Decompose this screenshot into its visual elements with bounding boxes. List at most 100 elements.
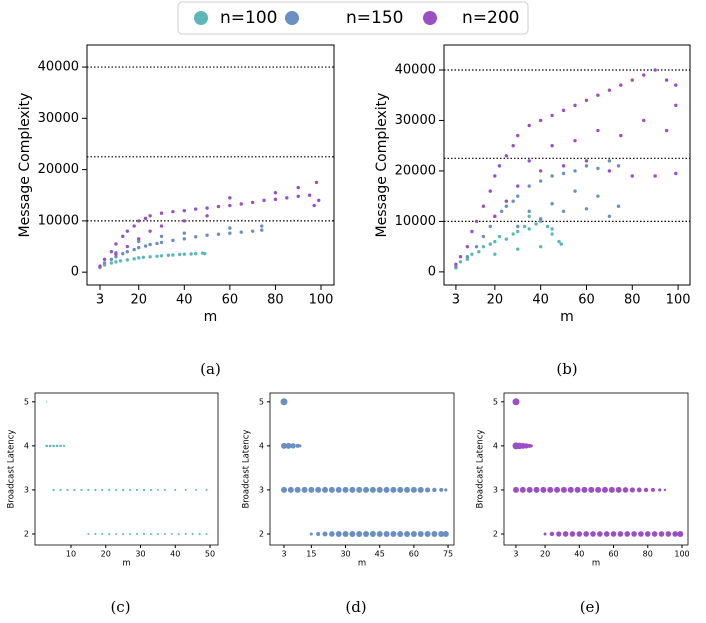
point (109, 249, 114, 254)
x-tick-label: 60 (222, 292, 239, 307)
point (470, 229, 474, 234)
point (596, 194, 600, 198)
y-tick-label: 40000 (38, 60, 79, 75)
point (527, 159, 531, 163)
point (45, 444, 48, 448)
point (533, 486, 540, 493)
point (390, 486, 397, 493)
point (650, 487, 655, 492)
point (184, 532, 187, 535)
x-tick-label: 30 (135, 550, 145, 559)
point (474, 219, 479, 224)
point (369, 530, 376, 537)
point (163, 488, 166, 491)
point (184, 488, 187, 491)
point (397, 530, 404, 537)
x-tick-label: 40 (170, 550, 180, 559)
point (643, 487, 649, 493)
point (474, 244, 479, 249)
y-tick-label: 10000 (38, 213, 79, 228)
point (511, 143, 515, 148)
point (125, 249, 130, 254)
point (538, 179, 543, 183)
point (619, 133, 623, 138)
point (228, 196, 232, 200)
point (178, 252, 182, 257)
point (195, 488, 198, 491)
point (356, 530, 363, 537)
point (630, 174, 634, 178)
point (308, 486, 315, 493)
point (519, 486, 526, 493)
axes-frame (34, 392, 219, 546)
point (137, 237, 141, 241)
point (109, 257, 114, 262)
point (581, 486, 588, 493)
point (329, 531, 335, 537)
point (335, 486, 342, 493)
x-tick-label: 20 (101, 550, 111, 559)
point (404, 486, 411, 493)
caption: (a) (200, 360, 221, 378)
axes-frame (269, 392, 455, 546)
point (424, 530, 431, 537)
point (653, 174, 657, 178)
point (260, 224, 264, 228)
point (616, 164, 621, 168)
point (125, 258, 130, 262)
point (584, 159, 589, 163)
point (349, 486, 356, 493)
point (561, 164, 566, 168)
point (273, 197, 278, 202)
y-tick-label: 30000 (38, 111, 79, 126)
point (137, 256, 141, 260)
point (290, 443, 296, 449)
point (149, 488, 153, 492)
x-tick-label: 60 (608, 550, 618, 559)
point (328, 486, 335, 493)
point (228, 203, 232, 208)
point (417, 486, 424, 493)
point (493, 214, 497, 219)
point (674, 171, 678, 176)
point (573, 138, 577, 143)
point (171, 253, 175, 257)
point (629, 487, 635, 493)
point (664, 128, 669, 133)
point (101, 532, 104, 535)
point (562, 531, 569, 537)
point (137, 239, 141, 244)
x-tick-label: 80 (643, 550, 653, 559)
point (458, 255, 463, 259)
y-tick-label: 3 (493, 485, 498, 494)
point (504, 154, 509, 158)
point (493, 239, 497, 244)
caption: (b) (556, 360, 577, 378)
legend-frame (177, 1, 529, 35)
point (516, 184, 520, 188)
point (603, 531, 610, 537)
x-tick-label: 3 (452, 292, 460, 307)
point (664, 78, 669, 82)
point (383, 530, 390, 537)
point (115, 532, 118, 535)
point (619, 83, 623, 87)
point (182, 252, 186, 256)
point (663, 488, 667, 492)
point (205, 214, 209, 218)
point (653, 68, 657, 72)
point (607, 169, 612, 173)
y-tick-label: 2 (259, 529, 264, 538)
point (141, 255, 145, 260)
point (615, 486, 622, 493)
point (281, 486, 288, 493)
point (550, 174, 554, 178)
point (174, 488, 177, 491)
point (573, 169, 577, 173)
point (205, 488, 208, 491)
legend-marker (194, 11, 208, 25)
x-tick-label: 45 (375, 550, 385, 559)
point (114, 242, 118, 246)
point (527, 123, 531, 128)
point (481, 234, 486, 239)
